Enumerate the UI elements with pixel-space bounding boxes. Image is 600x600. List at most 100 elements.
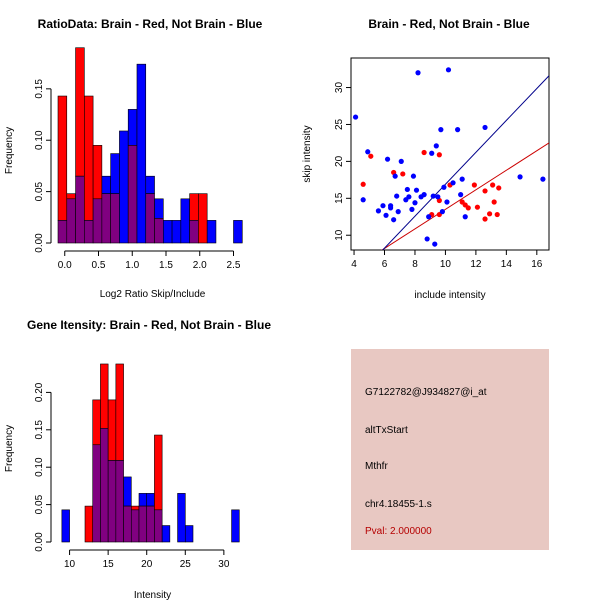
hist0-bar-top-7 [119, 130, 129, 244]
chart1-plot-box [350, 57, 550, 251]
scatter-point-blue-21 [415, 70, 421, 76]
chart2-ytick-label-1: 0.05 [34, 494, 45, 514]
chart1-xtick-label-5: 14 [501, 259, 513, 270]
chart0-ylabel: Frequency [4, 127, 15, 174]
chart2-xtick-label-2: 20 [141, 559, 153, 570]
chart2-ylabel: Frequency [4, 425, 15, 472]
scatter-point-red-21 [496, 185, 502, 191]
scatter-point-blue-40 [462, 214, 468, 220]
scatter-point-blue-4 [380, 203, 386, 209]
scatter-point-red-20 [494, 211, 500, 218]
hist2-bar-top-7 [115, 363, 124, 461]
hist0-bar-top-2 [75, 47, 85, 177]
chart2-xtick-label-3: 25 [180, 559, 192, 570]
chart2-xtick-label-4: 30 [218, 559, 230, 570]
scatter-point-red-16 [482, 216, 488, 222]
hist0-bar-overlap-10 [145, 193, 155, 244]
hist0-bar-overlap-0 [57, 220, 68, 244]
hist0-bar-top-20 [233, 220, 243, 244]
gene-name: Mthfr [365, 461, 388, 472]
hist2-bar-overlap-10 [138, 505, 148, 543]
scatter-point-blue-13 [398, 158, 404, 164]
hist2-bar-top-22 [231, 509, 240, 543]
hist2-bar-top-12 [154, 434, 163, 511]
pval-label: Pval: 2.000000 [365, 526, 432, 537]
hist0-bar-top-10 [145, 175, 155, 194]
hist2-bar-top-10 [138, 493, 148, 507]
hist2-bar-top-6 [107, 399, 117, 461]
scatter-point-blue-24 [424, 236, 430, 242]
scatter-point-red-18 [490, 182, 496, 188]
hist0-bar-overlap-5 [101, 193, 111, 244]
hist2-bar-top-0 [61, 509, 70, 543]
hist0-bar-top-0 [57, 95, 68, 221]
scatter-point-blue-2 [365, 149, 371, 155]
scatter-point-red-6 [436, 152, 442, 158]
hist0-bar-top-17 [206, 220, 217, 244]
hist2-bar-top-4 [92, 399, 101, 446]
hist0-bar-overlap-4 [92, 198, 103, 244]
chart1-xtick-label-1: 6 [382, 259, 388, 270]
scatter-point-blue-27 [430, 193, 436, 199]
chart2-xtick-label-1: 15 [103, 559, 115, 570]
scatter-point-blue-9 [391, 217, 397, 223]
hist2-bar-top-5 [100, 363, 109, 429]
chart2-ytick-label-3: 0.15 [34, 420, 45, 440]
scatter-point-blue-33 [441, 184, 447, 190]
chart0-xtick-label-3: 1.5 [159, 260, 173, 271]
chart0-xtick-label-0: 0.0 [58, 260, 72, 271]
hist0-bar-top-5 [101, 175, 111, 194]
scatter-point-blue-42 [517, 174, 523, 180]
scatter-point-red-19 [491, 199, 497, 205]
scatter-point-red-17 [487, 211, 493, 217]
chart0-xtick-label-1: 0.5 [92, 260, 106, 271]
hist2-bar-top-16 [184, 525, 194, 543]
hist2-bar-overlap-7 [115, 460, 124, 543]
chart1-xtick-label-2: 8 [412, 259, 418, 270]
hist2-bar-top-9 [130, 505, 140, 511]
hist0-bar-top-14 [180, 198, 190, 244]
hist2-bar-top-11 [146, 493, 155, 507]
chart1-xtick-label-6: 16 [531, 259, 543, 270]
scatter-point-blue-0 [352, 114, 359, 120]
chart1-xlabel: include intensity [414, 290, 485, 301]
hist0-bar-overlap-1 [66, 198, 76, 244]
hist0-bar-top-12 [163, 220, 173, 244]
scatter-point-blue-12 [395, 209, 401, 215]
hist2-bar-top-3 [84, 505, 94, 543]
chart0-xtick-label-4: 2.0 [193, 260, 207, 271]
scatter-point-blue-5 [383, 212, 389, 218]
scatter-point-blue-26 [429, 150, 435, 156]
hist0-bar-top-4 [92, 145, 103, 200]
scatter-point-blue-20 [413, 187, 420, 193]
scatter-point-red-1 [368, 153, 374, 159]
hist0-bar-overlap-3 [84, 220, 94, 244]
chart2-xlabel: Intensity [134, 590, 171, 600]
hist2-bar-overlap-5 [100, 428, 109, 543]
chart2-ytick-label-2: 0.10 [34, 457, 45, 477]
scatter-point-red-4 [421, 149, 427, 156]
hist0-bar-top-6 [110, 153, 120, 194]
scatter-point-blue-41 [482, 124, 488, 131]
scatter-point-red-12 [465, 205, 471, 211]
chart0-xtick-label-2: 1.0 [125, 260, 139, 271]
hist2-bar-top-15 [177, 493, 186, 543]
hist0-bar-overlap-11 [154, 218, 164, 244]
chart2-ytick-label-4: 0.20 [34, 382, 45, 402]
hist2-bar-overlap-6 [107, 460, 117, 543]
event-type: altTxStart [365, 425, 408, 436]
scatter-fit-line-blue [382, 75, 549, 250]
scatter-point-blue-32 [439, 209, 445, 215]
scatter-point-blue-38 [458, 192, 464, 198]
chart1-xtick-label-4: 12 [470, 259, 482, 270]
hist0-bar-top-8 [127, 109, 138, 146]
hist2-bar-overlap-12 [154, 509, 163, 543]
hist0-bar-top-9 [136, 63, 147, 244]
scatter-point-red-14 [474, 204, 481, 210]
hist0-bar-top-11 [154, 198, 164, 219]
chart0-xtick-label-5: 2.5 [227, 260, 241, 271]
scatter-point-blue-37 [455, 127, 461, 133]
scatter-point-red-13 [471, 182, 477, 188]
chart1-ytick-label-3: 25 [334, 118, 345, 130]
